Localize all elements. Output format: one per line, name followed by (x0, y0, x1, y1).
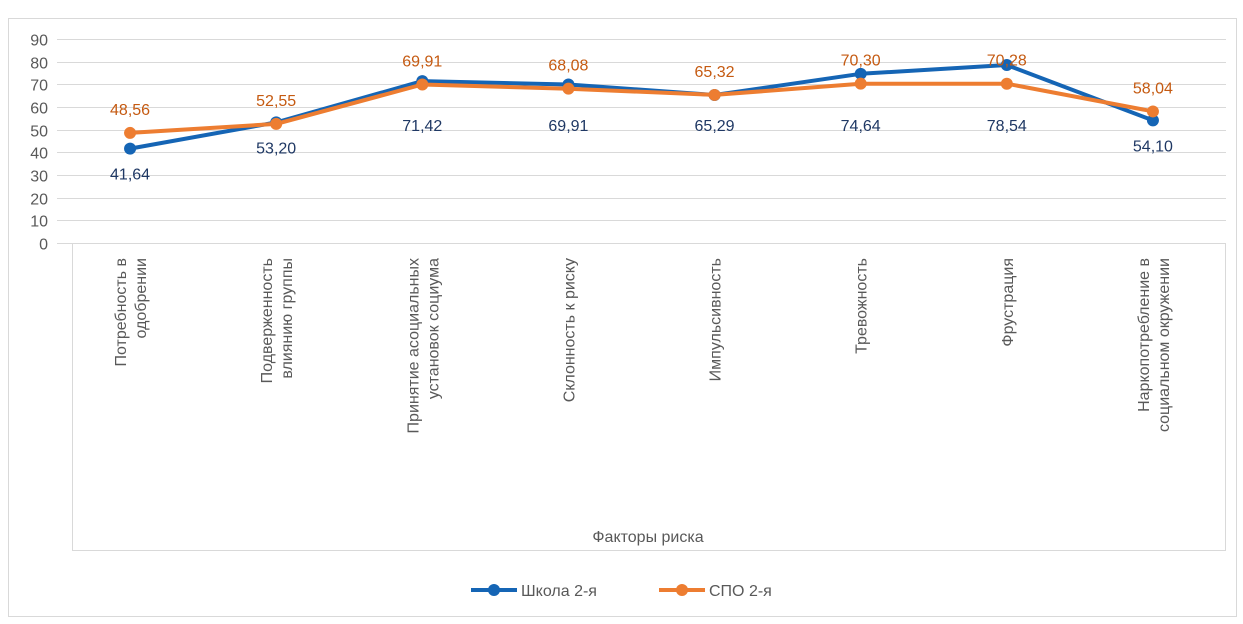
gridlines (57, 39, 1226, 244)
data-label: 74,64 (841, 118, 881, 135)
data-label: 41,64 (110, 167, 150, 184)
data-label: 65,32 (695, 64, 735, 81)
data-point (854, 77, 867, 90)
x-axis-title: Факторы риска (592, 529, 703, 546)
x-category-label-line: Фрустрация (1000, 258, 1017, 347)
x-category-label-line: одобрении (133, 258, 150, 338)
y-tick-label: 30 (30, 169, 48, 186)
data-point (270, 117, 283, 130)
x-category-label-line: социальном окружении (1156, 258, 1173, 432)
data-label: 71,42 (402, 118, 442, 135)
data-label: 69,91 (548, 118, 588, 135)
x-category-label: Тревожность (854, 258, 871, 354)
y-tick-label: 50 (30, 124, 48, 141)
legend-marker (488, 584, 500, 596)
y-tick-label: 80 (30, 56, 48, 73)
x-category-label-line: установок социума (425, 258, 442, 399)
data-label: 54,10 (1133, 138, 1173, 155)
x-category-label-line: Потребность в (113, 258, 130, 367)
x-category-label-line: Подверженность (259, 258, 276, 383)
x-category-label-line: Склонность к риску (561, 258, 578, 402)
y-tick-label: 20 (30, 192, 48, 209)
x-category-label: Наркопотребление в социальном окружении (1136, 258, 1173, 432)
data-point (416, 78, 429, 91)
data-point (124, 142, 137, 155)
legend-label: Школа 2-я (521, 583, 597, 600)
y-tick-label: 60 (30, 101, 48, 118)
x-category-label: Потребность в одобрении (113, 258, 150, 367)
x-category-label: Склонность к риску (561, 258, 578, 402)
legend-label: СПО 2-я (709, 583, 772, 600)
legend-item: СПО 2-я (659, 583, 772, 600)
data-point (124, 126, 137, 139)
data-label: 65,29 (695, 118, 735, 135)
data-label: 68,08 (548, 58, 588, 75)
y-tick-label: 0 (39, 237, 48, 254)
y-tick-label: 40 (30, 146, 48, 163)
data-label: 70,30 (841, 53, 881, 70)
x-category-label: Принятие асоциальных установок социума (405, 258, 442, 434)
data-label: 69,91 (402, 54, 442, 71)
series-line (128, 81, 1155, 135)
data-point (1146, 114, 1159, 127)
data-point (854, 67, 867, 80)
data-label: 58,04 (1133, 80, 1173, 97)
data-point (1000, 77, 1013, 90)
series-group (124, 58, 1159, 155)
y-axis-ticks: 0 10 20 30 40 50 60 70 80 90 (30, 33, 48, 254)
x-category-label-line: Наркопотребление в (1136, 258, 1153, 412)
x-category-label: Подверженность влиянию группы (259, 258, 296, 383)
data-point (708, 88, 721, 101)
data-label: 53,20 (256, 140, 296, 157)
x-category-label-line: Импульсивность (708, 258, 725, 381)
y-tick-label: 90 (30, 33, 48, 50)
data-label: 48,56 (110, 102, 150, 119)
data-label: 70,28 (987, 53, 1027, 70)
data-point (1000, 58, 1013, 71)
y-tick-label: 10 (30, 214, 48, 231)
chart-border (8, 18, 1237, 617)
data-labels: 41,64 53,20 71,42 69,91 65,29 74,64 78,54 54,10… (110, 53, 1173, 184)
y-tick-label: 70 (30, 78, 48, 95)
x-category-label-line: Принятие асоциальных (405, 258, 422, 433)
x-category-label: Импульсивность (708, 258, 725, 381)
data-label: 78,54 (987, 118, 1027, 135)
legend-item: Школа 2-я (471, 583, 597, 600)
data-label: 52,55 (256, 93, 296, 110)
legend: Школа 2-я СПО 2-я (471, 583, 772, 600)
data-point (562, 82, 575, 95)
x-category-label-line: влиянию группы (279, 258, 296, 379)
x-category-label: Фрустрация (1000, 258, 1017, 347)
x-category-label-line: Тревожность (854, 258, 871, 354)
data-point (1146, 105, 1159, 118)
legend-marker (676, 584, 688, 596)
x-axis-categories: Потребность в одобрении Подверженность влия… (113, 258, 1173, 434)
